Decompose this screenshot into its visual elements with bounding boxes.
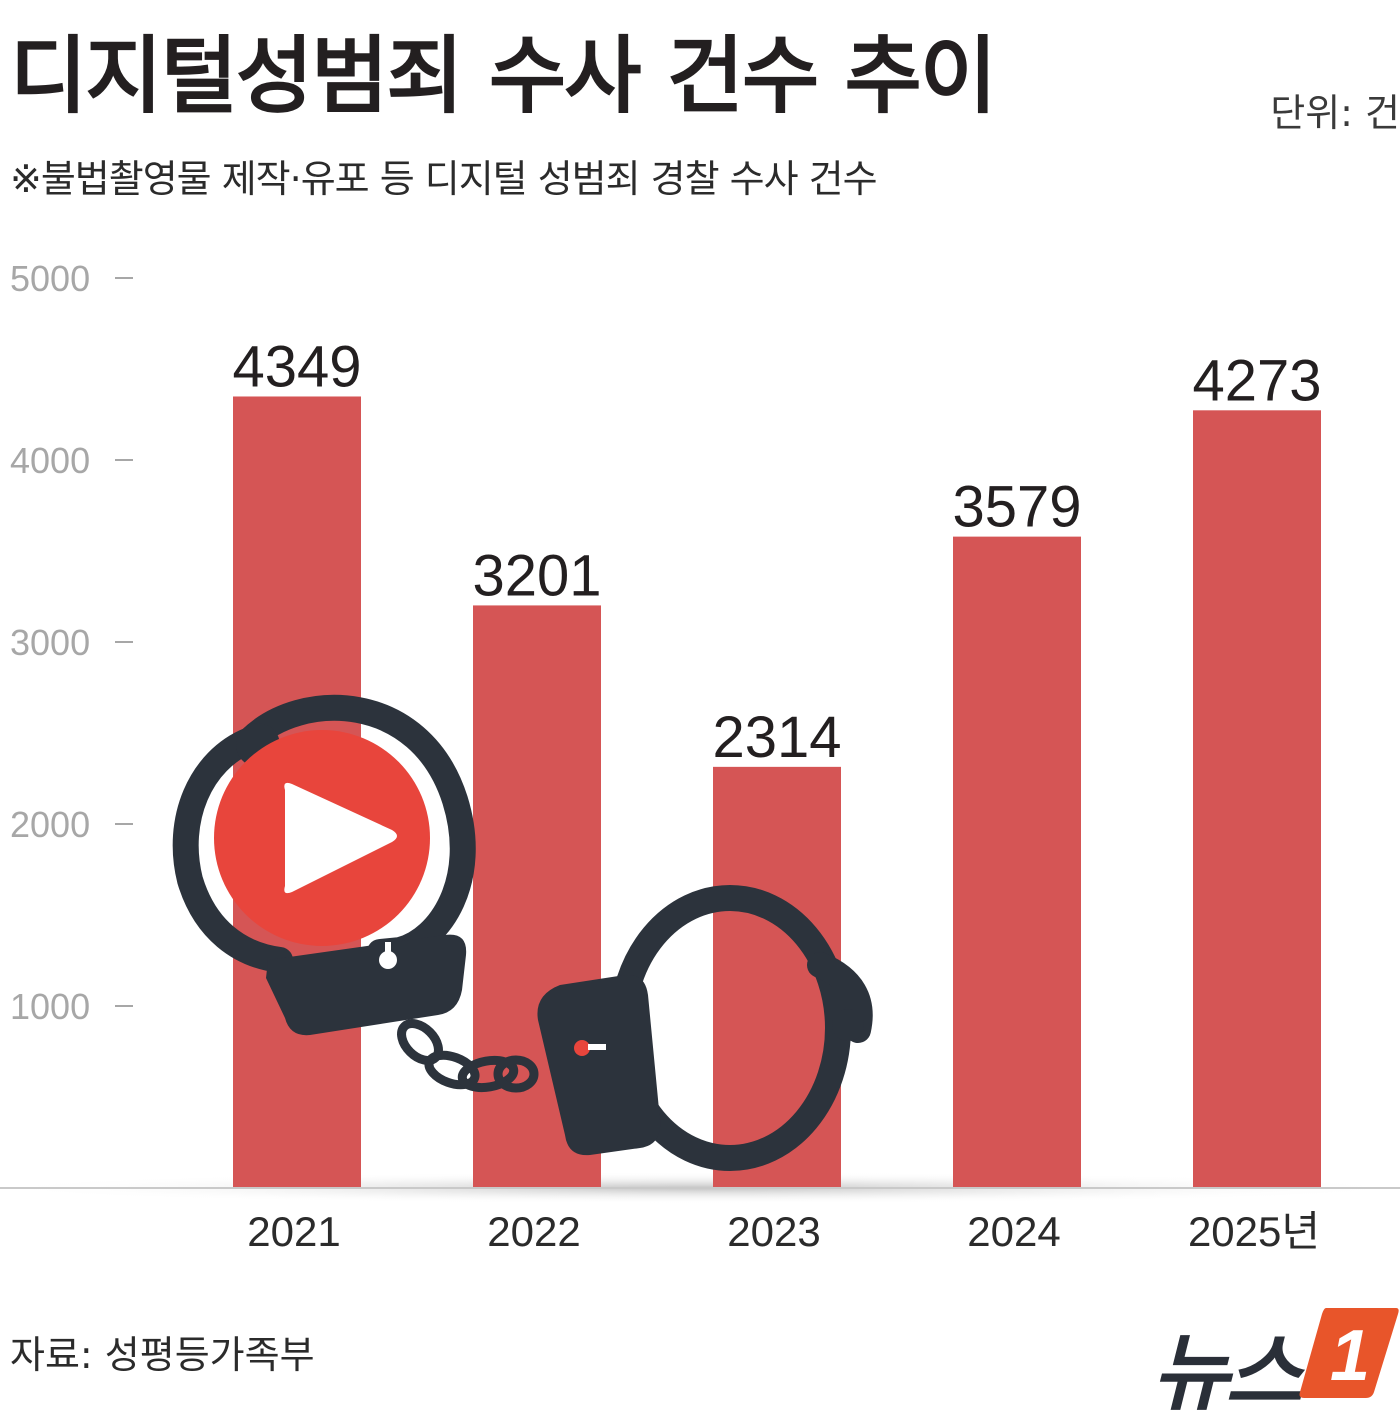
y-tick-label: 2000	[10, 804, 90, 845]
chart-title: 디지털성범죄 수사 건수 추이	[10, 27, 997, 125]
data-label: 3201	[472, 543, 601, 608]
play-button-icon	[214, 730, 430, 946]
news1-logo-mark: 1	[1330, 1316, 1370, 1396]
y-tick-label: 3000	[10, 622, 90, 663]
x-tick-label: 2023	[727, 1208, 820, 1255]
x-axis: 2021 2022 2023 2024 2025년	[247, 1208, 1320, 1255]
bar	[1193, 410, 1321, 1189]
data-label: 4273	[1192, 348, 1321, 413]
unit-label: 단위: 건	[1270, 91, 1400, 135]
y-tick-label: 5000	[10, 258, 90, 299]
data-label: 3579	[952, 475, 1081, 540]
source-note: 자료: 성평등가족부	[10, 1333, 315, 1377]
news1-logo-text: 뉴스	[1152, 1324, 1303, 1422]
chart-subtitle: ※불법촬영물 제작·유포 등 디지털 성범죄 경찰 수사 건수	[10, 157, 878, 201]
data-label: 2314	[712, 705, 841, 770]
x-tick-label: 2025년	[1188, 1208, 1320, 1255]
bar-chart: 1000 2000 3000 4000 5000 4349 3201 2314 3579 427…	[0, 258, 1400, 1255]
x-tick-label: 2022	[487, 1208, 580, 1255]
data-label: 4349	[232, 334, 361, 399]
y-axis: 1000 2000 3000 4000 5000	[10, 258, 133, 1027]
news1-logo-icon: 1	[1299, 1308, 1399, 1398]
y-tick-label: 1000	[10, 986, 90, 1027]
x-tick-label: 2021	[247, 1208, 340, 1255]
y-tick-label: 4000	[10, 440, 90, 481]
bar	[953, 536, 1081, 1188]
x-tick-label: 2024	[967, 1208, 1060, 1255]
handcuffs-icon	[172, 694, 873, 1171]
